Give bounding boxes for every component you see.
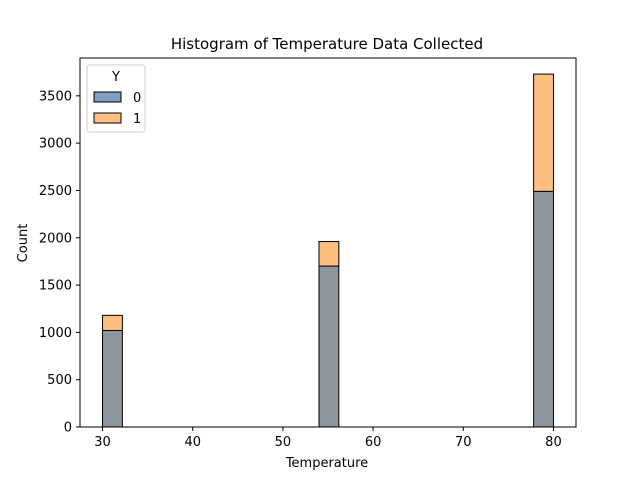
bar-series-0-1 (318, 265, 340, 428)
y-tick-label: 1500 (39, 279, 72, 294)
legend: Y0 1 (86, 64, 146, 133)
y-tick-label: 500 (47, 373, 72, 388)
legend-title: Y (111, 70, 120, 85)
y-tick-label: 3500 (39, 89, 72, 104)
y-axis-title: Count (16, 224, 31, 263)
x-tick-label: 50 (275, 435, 292, 450)
y-tick-label: 2000 (39, 231, 72, 246)
axes-layer: 30 40 50 60 70 80 0 500 1000 1500 2000 2500 3000 3500 (39, 57, 577, 450)
x-tick-label: 70 (455, 435, 472, 450)
x-tick-label: 80 (545, 435, 562, 450)
legend-swatch-0 (93, 91, 122, 103)
bar-series-0-2 (533, 190, 554, 428)
bar-series-0-0 (102, 329, 123, 428)
y-tick-label: 0 (64, 421, 72, 436)
legend-label-1: 1 (133, 112, 141, 127)
y-tick-label: 3000 (39, 137, 72, 152)
y-tick-label: 1000 (39, 326, 72, 341)
x-tick-label: 40 (184, 435, 201, 450)
chart-title: Histogram of Temperature Data Collected (171, 35, 483, 53)
bar-series-1-1 (318, 241, 340, 267)
plot-frame (79, 57, 577, 428)
x-tick-label: 60 (365, 435, 382, 450)
y-tick-label: 2500 (39, 184, 72, 199)
legend-label-0: 0 (133, 91, 141, 106)
x-axis-title: Temperature (285, 456, 368, 471)
legend-swatch-1 (93, 112, 122, 124)
bar-series-1-2 (533, 73, 554, 192)
bars-layer (102, 73, 554, 428)
x-tick-label: 30 (94, 435, 111, 450)
bar-series-1-0 (102, 314, 123, 331)
